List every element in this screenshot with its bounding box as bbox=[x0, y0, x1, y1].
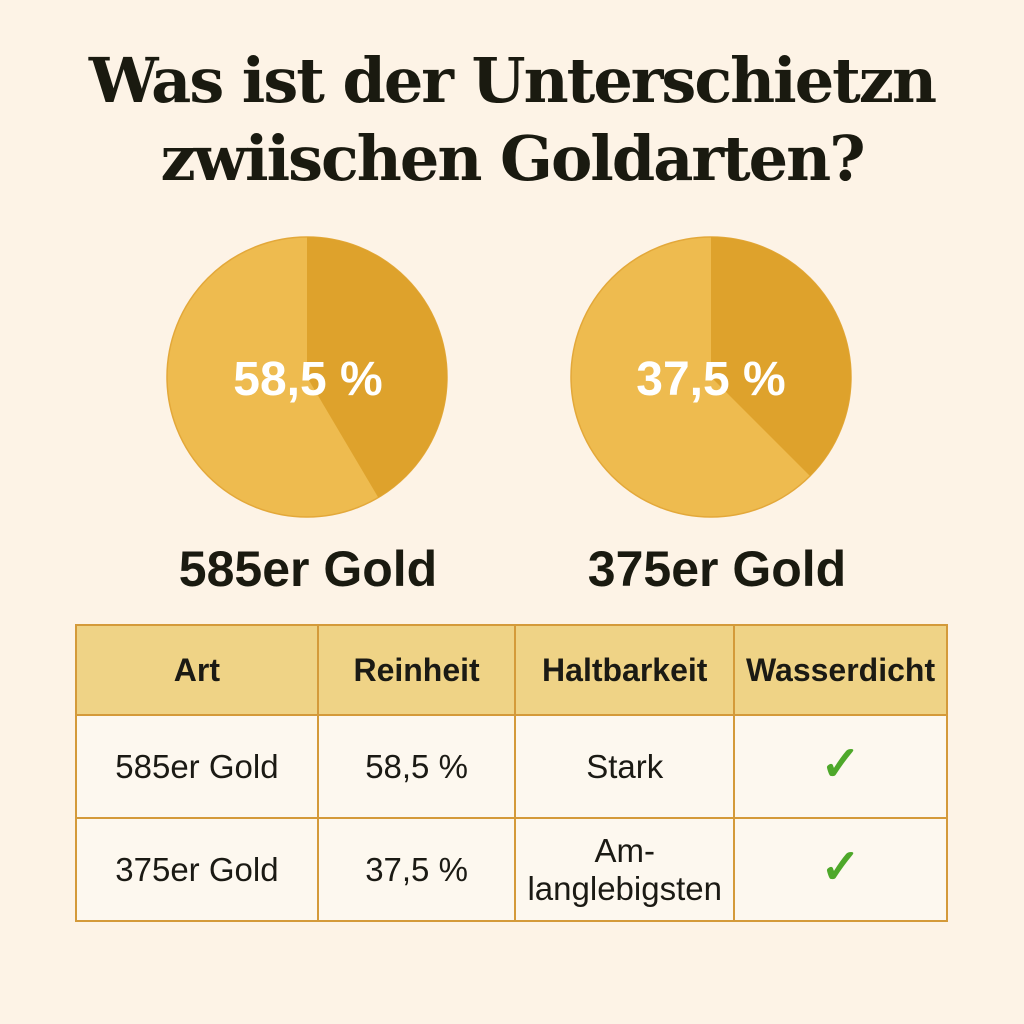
pie-label-375: 37,5 % bbox=[636, 353, 786, 406]
title-line-1: Was ist der Unterschietzn bbox=[88, 44, 937, 117]
caption-585: 585er Gold bbox=[178, 541, 438, 597]
caption-375: 375er Gold bbox=[587, 541, 847, 597]
table-header-row: Art Reinheit Haltbarkeit Wasserdicht bbox=[75, 624, 948, 716]
comparison-table: Art Reinheit Haltbarkeit Wasserdicht 585… bbox=[75, 624, 948, 922]
header-reinheit: Reinheit bbox=[316, 624, 517, 716]
pie-slice-dark bbox=[711, 237, 851, 476]
check-icon: ✓ bbox=[820, 840, 861, 894]
pie-label-585: 58,5 % bbox=[233, 353, 383, 406]
cell-reinheit: 37,5 % bbox=[316, 817, 517, 922]
check-icon: ✓ bbox=[820, 737, 861, 791]
cell-reinheit: 58,5 % bbox=[316, 714, 517, 819]
pie-slice-dark bbox=[307, 237, 447, 498]
cell-art: 585er Gold bbox=[75, 714, 319, 819]
header-haltbarkeit: Haltbarkeit bbox=[514, 624, 736, 716]
pie-chart-585 bbox=[166, 236, 448, 518]
page-title: Was ist der Unterschietzn zwiischen Gold… bbox=[0, 42, 1024, 198]
title-line-2: zwiischen Goldarten? bbox=[160, 122, 865, 195]
header-art: Art bbox=[75, 624, 319, 716]
cell-haltbarkeit: Stark bbox=[514, 714, 736, 819]
table-row: 375er Gold 37,5 % Am- langlebigsten ✓ bbox=[75, 817, 948, 922]
cell-art: 375er Gold bbox=[75, 817, 319, 922]
table-row: 585er Gold 58,5 % Stark ✓ bbox=[75, 714, 948, 819]
cell-wasserdicht: ✓ bbox=[733, 714, 948, 819]
cell-wasserdicht: ✓ bbox=[733, 817, 948, 922]
header-wasserdicht: Wasserdicht bbox=[733, 624, 948, 716]
pie-chart-375 bbox=[570, 236, 852, 518]
cell-haltbarkeit: Am- langlebigsten bbox=[514, 817, 736, 922]
